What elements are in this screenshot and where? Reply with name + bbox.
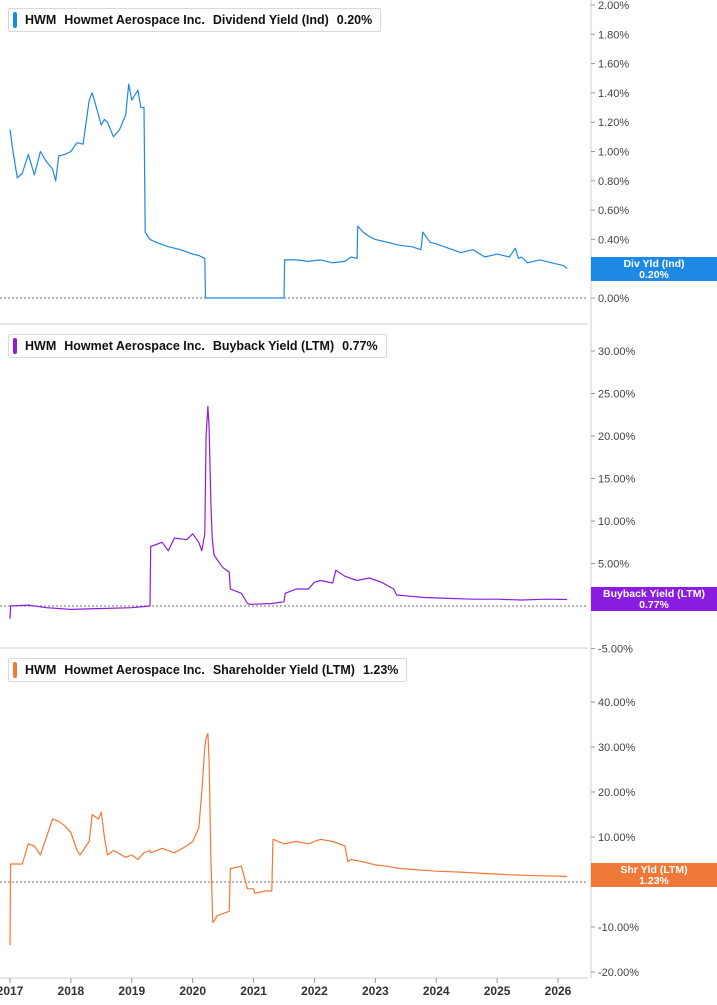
panel-2: -20.00%-10.00%0.00%10.00%20.00%30.00%40.…	[0, 697, 717, 979]
y-tick-label: 1.40%	[598, 88, 629, 100]
legend-metric: Buyback Yield (LTM)	[212, 339, 335, 353]
y-tick-label: 0.80%	[598, 176, 629, 188]
x-tick-label: 2019	[118, 984, 145, 998]
legend-dividend: HWM Howmet Aerospace Inc. Dividend Yield…	[8, 8, 382, 32]
y-tick-label: 40.00%	[598, 697, 636, 709]
legend-ticker: HWM	[25, 339, 57, 353]
value-tag-label: Shr Yld (LTM)	[620, 864, 687, 876]
value-tag	[591, 257, 717, 281]
y-tick-label: 20.00%	[598, 787, 636, 799]
y-tick-label: 1.20%	[598, 117, 629, 129]
panel-1: -5.00%0.00%5.00%10.00%15.00%20.00%25.00%…	[0, 346, 717, 656]
x-tick-label: 2017	[0, 984, 24, 998]
value-tag-value: 0.77%	[639, 599, 669, 611]
y-tick-label: 0.40%	[598, 234, 629, 246]
legend-company: Howmet Aerospace Inc.	[64, 663, 205, 677]
x-tick-label: 2022	[301, 984, 328, 998]
y-tick-label: -5.00%	[598, 644, 633, 656]
legend-value: 0.20%	[336, 13, 373, 27]
value-tag	[591, 587, 717, 611]
legend-ticker: HWM	[25, 13, 57, 27]
legend-company: Howmet Aerospace Inc.	[64, 13, 205, 27]
legend-ticker: HWM	[25, 663, 57, 677]
x-tick-label: 2020	[179, 984, 206, 998]
legend-company: Howmet Aerospace Inc.	[64, 339, 205, 353]
series-line	[9, 405, 568, 619]
value-tag-label: Buyback Yield (LTM)	[603, 588, 705, 600]
y-tick-label: 1.80%	[598, 29, 629, 41]
y-tick-label: -10.00%	[598, 922, 639, 934]
y-tick-label: 1.00%	[598, 147, 629, 159]
x-tick-label: 2023	[362, 984, 389, 998]
x-axis: 2017 2018 2019 2020 2021 2022 2023 2024 2025 2026	[0, 977, 588, 998]
y-tick-label: 20.00%	[598, 431, 636, 443]
legend-value: 1.23%	[362, 663, 399, 677]
y-tick-label: 5.00%	[598, 559, 629, 571]
legend-swatch	[13, 338, 17, 354]
x-tick-label: 2024	[423, 984, 450, 998]
y-tick-label: 2.00%	[598, 0, 629, 12]
legend-swatch	[13, 12, 17, 28]
x-tick-label: 2021	[240, 984, 267, 998]
x-tick-label: 2018	[58, 984, 85, 998]
legend-metric: Dividend Yield (Ind)	[212, 13, 329, 27]
y-tick-label: 30.00%	[598, 346, 636, 358]
y-tick-label: 25.00%	[598, 389, 636, 401]
panel-0: 0.00% 0.20% 0.40% 0.60% 0.80% 1.00% 1.20% 1.40%…	[0, 0, 717, 325]
legend-value: 0.77%	[342, 339, 378, 353]
x-tick-label: 2025	[484, 984, 511, 998]
y-tick-label: 0.00%	[598, 293, 629, 305]
y-tick-label: 1.60%	[598, 59, 629, 71]
x-tick-label: 2026	[545, 984, 572, 998]
y-tick-label: 30.00%	[598, 742, 636, 754]
y-tick-label: 15.00%	[598, 474, 636, 486]
legend-shareholder: HWM Howmet Aerospace Inc. Shareholder Yi…	[8, 658, 408, 682]
series-line	[9, 83, 568, 299]
legend-metric: Shareholder Yield (LTM)	[212, 663, 355, 677]
value-tag-label: Div Yld (Ind)	[623, 258, 684, 270]
y-tick-label: 0.60%	[598, 205, 629, 217]
value-tag	[591, 863, 717, 887]
value-tag-value: 0.20%	[639, 269, 669, 281]
legend-swatch	[13, 662, 17, 678]
y-tick-label: 10.00%	[598, 832, 636, 844]
legend-buyback: HWM Howmet Aerospace Inc. Buyback Yield …	[8, 334, 387, 358]
value-tag-value: 1.23%	[639, 875, 669, 887]
y-tick-label: -20.00%	[598, 967, 639, 979]
series-line	[9, 732, 568, 946]
y-tick-label: 10.00%	[598, 516, 636, 528]
